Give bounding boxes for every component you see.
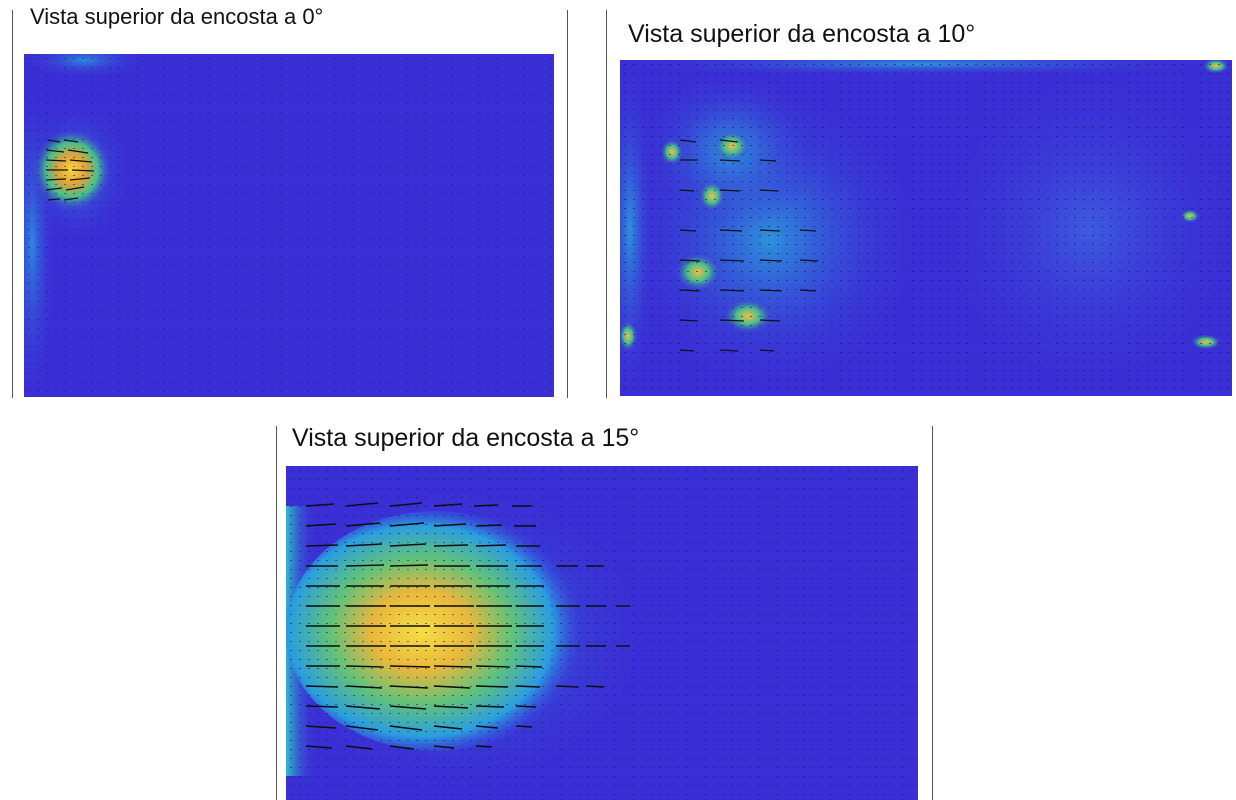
vector-grid [24, 54, 554, 397]
right-divider [932, 426, 933, 800]
panel-slope-0: Vista superior da encosta a 0° [0, 0, 570, 400]
left-divider [606, 10, 607, 398]
panel-slope-10: Vista superior da encosta a 10° [600, 0, 1236, 400]
vector-grid [286, 466, 918, 800]
panel-slope-15: Vista superior da encosta a 15° [276, 420, 936, 800]
velocity-arrows [305, 502, 630, 750]
velocity-field-svg [620, 60, 1232, 396]
velocity-field-svg [286, 466, 918, 800]
velocity-field-svg [24, 54, 554, 397]
vector-grid [620, 60, 1232, 396]
panel-title: Vista superior da encosta a 10° [628, 20, 976, 48]
velocity-field-plot [620, 60, 1232, 396]
right-divider [567, 10, 568, 398]
velocity-arrows [679, 139, 819, 352]
velocity-arrows [45, 139, 95, 201]
panel-title: Vista superior da encosta a 15° [292, 424, 640, 452]
velocity-field-plot [286, 466, 918, 800]
velocity-field-plot [24, 54, 554, 397]
left-divider [276, 426, 277, 800]
panel-title: Vista superior da encosta a 0° [30, 4, 324, 29]
left-divider [12, 10, 13, 398]
